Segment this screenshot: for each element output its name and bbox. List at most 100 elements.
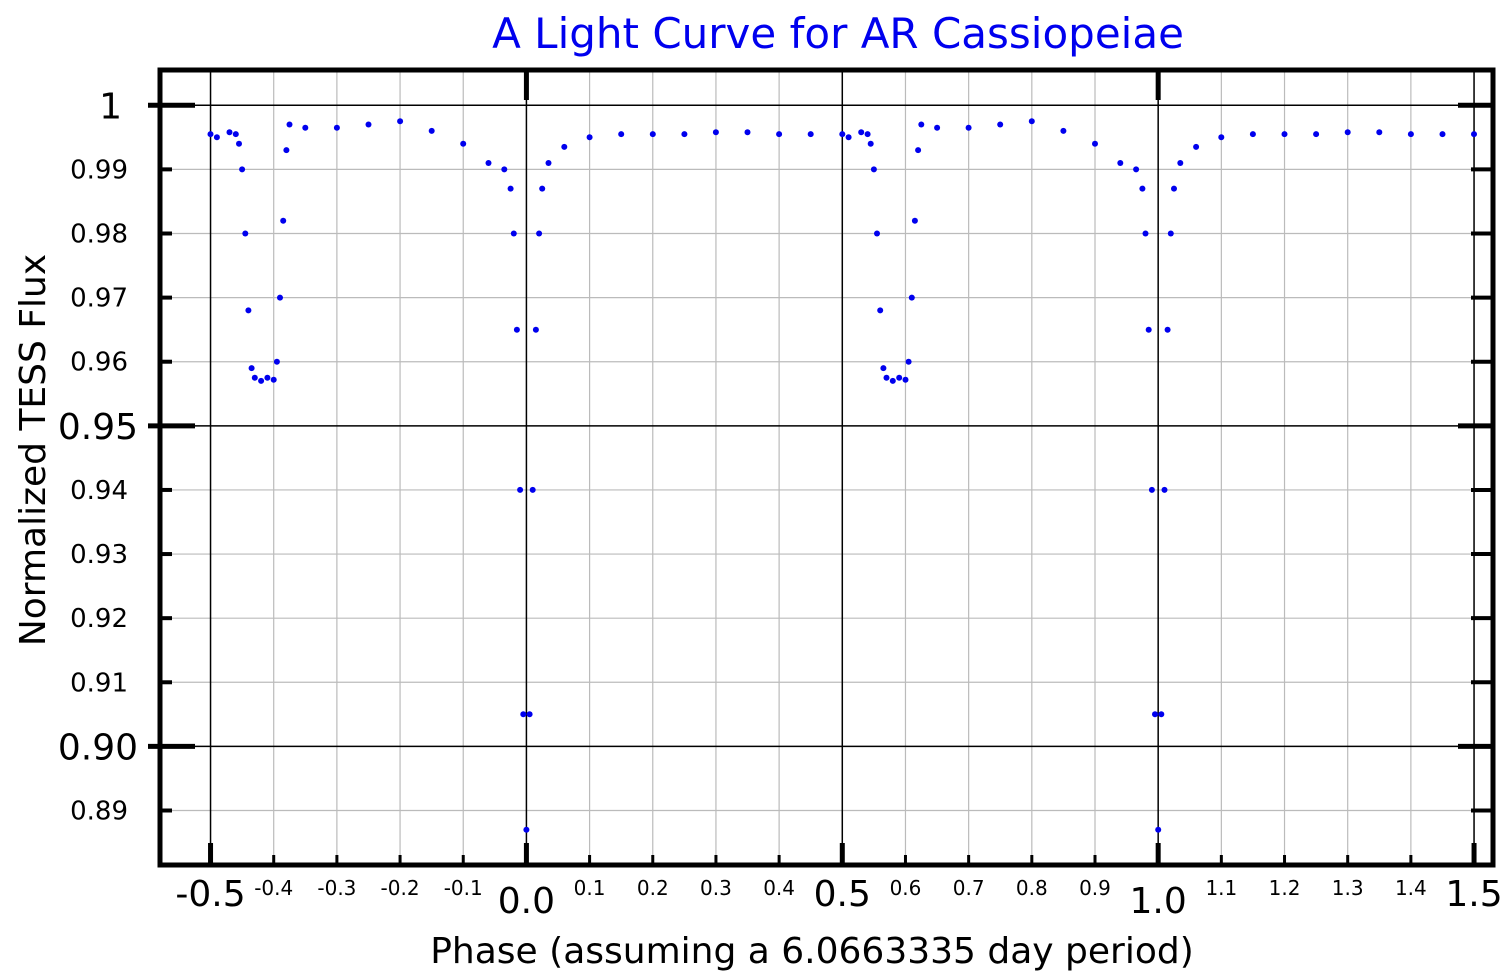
data-point bbox=[1407, 131, 1414, 138]
y-tick-label: 0.93 bbox=[70, 540, 128, 570]
data-point bbox=[880, 365, 887, 372]
data-point bbox=[532, 326, 539, 333]
data-point bbox=[242, 230, 249, 237]
x-tick-label: -0.3 bbox=[317, 876, 356, 900]
data-point bbox=[744, 129, 751, 136]
data-point bbox=[561, 143, 568, 150]
minor-grid bbox=[160, 70, 1493, 865]
y-tick-label: 0.90 bbox=[58, 727, 138, 768]
data-point bbox=[889, 377, 896, 384]
data-point bbox=[536, 230, 543, 237]
x-tick-labels: -0.4 -0.3 -0.2 -0.1 0.1 0.2 0.3 0.4 0.6 0.7 0.8 0.9… bbox=[175, 874, 1500, 922]
data-point bbox=[517, 486, 524, 493]
data-point bbox=[1439, 131, 1446, 138]
x-tick-label: 0.8 bbox=[1016, 876, 1048, 900]
data-point bbox=[397, 118, 404, 125]
data-point bbox=[883, 374, 890, 381]
data-point bbox=[1344, 129, 1351, 136]
data-point bbox=[1167, 230, 1174, 237]
y-tick-label: 0.92 bbox=[70, 604, 128, 634]
y-tick-labels: 0.99 0.98 0.97 0.96 0.94 0.93 0.92 0.91 0.89 1 0.9… bbox=[58, 86, 138, 826]
y-tick-label: 0.95 bbox=[58, 407, 138, 448]
data-point bbox=[226, 129, 233, 136]
data-point bbox=[997, 121, 1004, 128]
x-tick-label: 0.0 bbox=[498, 881, 555, 922]
axis-ticks bbox=[148, 70, 1493, 865]
data-point bbox=[1139, 185, 1146, 192]
data-point bbox=[1171, 185, 1177, 192]
data-point bbox=[681, 131, 688, 138]
data-point bbox=[1092, 140, 1098, 147]
data-point bbox=[908, 294, 915, 301]
data-point bbox=[236, 140, 242, 147]
data-point bbox=[934, 124, 941, 131]
y-tick-label: 0.99 bbox=[70, 155, 128, 185]
data-point bbox=[1148, 486, 1155, 493]
x-tick-label: 0.6 bbox=[890, 876, 922, 900]
data-point bbox=[864, 131, 871, 138]
data-point bbox=[965, 124, 972, 131]
data-point bbox=[905, 358, 912, 365]
data-point bbox=[858, 129, 865, 136]
data-point bbox=[529, 486, 536, 493]
y-tick-label: 0.89 bbox=[70, 797, 128, 827]
data-point bbox=[845, 134, 852, 141]
data-point bbox=[1155, 826, 1162, 833]
x-tick-label: 0.2 bbox=[637, 876, 669, 900]
data-point bbox=[213, 134, 220, 141]
data-point bbox=[513, 326, 520, 333]
data-point bbox=[283, 147, 290, 154]
data-point bbox=[264, 374, 271, 381]
data-point bbox=[776, 131, 783, 138]
data-point bbox=[520, 711, 527, 718]
data-point bbox=[649, 131, 656, 138]
data-point bbox=[270, 376, 277, 383]
data-point bbox=[1177, 160, 1184, 166]
y-axis-label: Normalized TESS Flux bbox=[13, 254, 54, 646]
x-tick-label: 1.3 bbox=[1332, 876, 1364, 900]
data-point bbox=[807, 131, 814, 138]
data-point bbox=[1281, 131, 1288, 138]
data-point bbox=[245, 307, 252, 314]
data-point bbox=[207, 131, 214, 138]
data-point bbox=[1060, 127, 1067, 134]
data-point bbox=[239, 166, 246, 173]
data-point bbox=[877, 307, 884, 314]
x-tick-label: 0.7 bbox=[953, 876, 985, 900]
data-point bbox=[874, 230, 880, 237]
data-point bbox=[1145, 326, 1152, 333]
data-point bbox=[1158, 711, 1165, 718]
data-points bbox=[207, 118, 1477, 833]
data-point bbox=[460, 140, 467, 147]
x-tick-label: 1.1 bbox=[1205, 876, 1237, 900]
data-point bbox=[712, 129, 719, 136]
x-tick-label: 0.9 bbox=[1079, 876, 1111, 900]
y-tick-label: 0.91 bbox=[70, 668, 128, 698]
data-point bbox=[501, 166, 508, 173]
data-point bbox=[280, 217, 287, 224]
x-tick-label: 1.0 bbox=[1130, 881, 1187, 922]
data-point bbox=[918, 121, 925, 128]
data-point bbox=[539, 185, 546, 192]
data-point bbox=[485, 160, 492, 166]
data-point bbox=[902, 376, 909, 383]
y-tick-label: 0.96 bbox=[70, 348, 128, 378]
chart-title: A Light Curve for AR Cassiopeiae bbox=[492, 9, 1184, 58]
data-point bbox=[526, 711, 533, 718]
data-point bbox=[1218, 134, 1225, 141]
data-point bbox=[277, 294, 283, 301]
y-tick-label: 0.98 bbox=[70, 219, 128, 249]
x-tick-label: -0.1 bbox=[444, 876, 483, 900]
data-point bbox=[232, 131, 239, 138]
x-tick-label: 0.1 bbox=[574, 876, 606, 900]
data-point bbox=[867, 140, 874, 147]
data-point bbox=[915, 147, 922, 154]
x-tick-label: 1.5 bbox=[1445, 874, 1500, 915]
data-point bbox=[273, 358, 280, 365]
x-tick-label: -0.2 bbox=[381, 876, 420, 900]
data-point bbox=[1161, 486, 1168, 493]
data-point bbox=[870, 166, 877, 173]
data-point bbox=[251, 374, 258, 381]
y-tick-label: 1 bbox=[99, 86, 122, 127]
